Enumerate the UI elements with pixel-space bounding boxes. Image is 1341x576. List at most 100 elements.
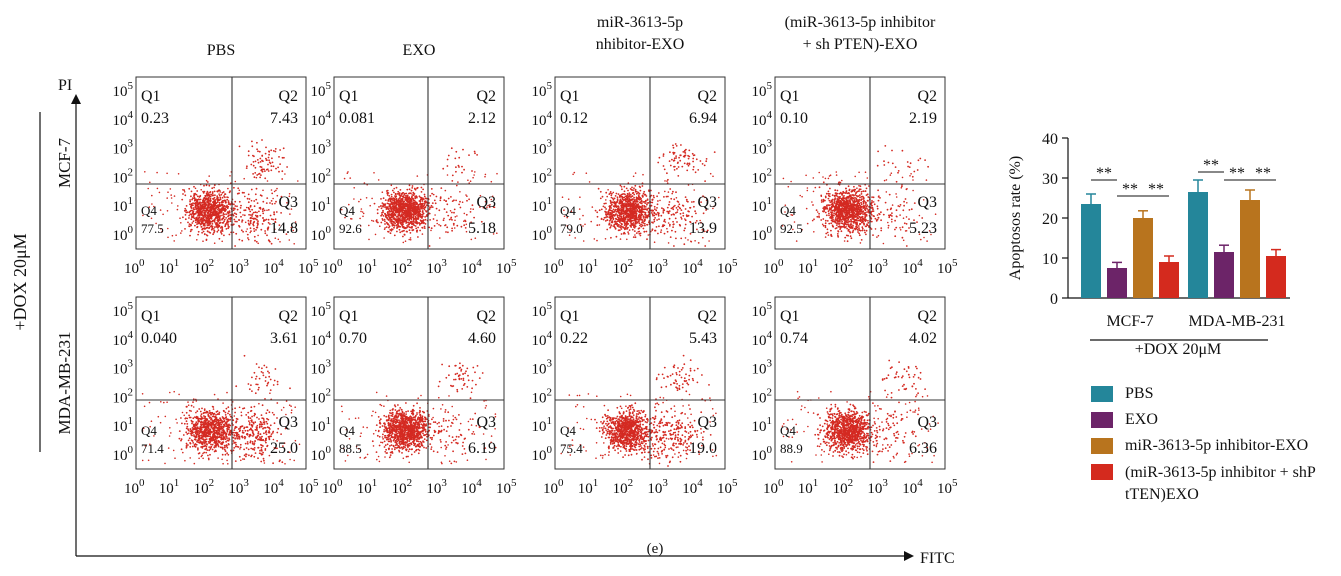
- event-dot: [829, 200, 831, 202]
- event-dot: [601, 218, 603, 220]
- event-dot: [218, 200, 220, 202]
- event-dot: [633, 209, 635, 211]
- event-dot: [411, 227, 413, 229]
- event-dot: [448, 198, 450, 200]
- event-dot: [184, 208, 186, 210]
- event-dot: [596, 211, 598, 213]
- y-tick-exp: 0: [326, 224, 332, 236]
- event-dot: [693, 189, 695, 191]
- event-dot: [197, 195, 199, 197]
- event-dot: [393, 221, 395, 223]
- event-dot: [856, 206, 858, 208]
- event-dot: [644, 219, 646, 221]
- event-dot: [831, 205, 833, 207]
- event-dot: [666, 211, 668, 213]
- event-dot: [672, 221, 674, 223]
- event-dot: [880, 227, 882, 229]
- event-dot: [657, 200, 659, 202]
- event-dot: [655, 209, 657, 211]
- y-tick-base: 10: [113, 84, 128, 100]
- event-dot: [419, 210, 421, 212]
- event-dot: [855, 220, 857, 222]
- x-tick-label: 103: [228, 257, 249, 277]
- event-dot: [209, 194, 211, 196]
- x-tick-exp: 3: [441, 257, 447, 269]
- event-dot: [241, 240, 243, 242]
- event-dot: [401, 193, 403, 195]
- event-dot: [262, 223, 264, 225]
- event-dot: [822, 218, 824, 220]
- event-dot: [271, 203, 273, 205]
- event-dot: [617, 220, 619, 222]
- event-dot: [429, 219, 431, 221]
- event-dot: [461, 166, 463, 168]
- event-dot: [229, 203, 231, 205]
- event-dot: [610, 200, 612, 202]
- event-dot: [223, 210, 225, 212]
- event-dot: [208, 197, 210, 199]
- event-dot: [248, 207, 250, 209]
- event-dot: [694, 154, 696, 156]
- event-dot: [926, 240, 928, 242]
- event-dot: [289, 213, 291, 215]
- event-dot: [631, 187, 633, 189]
- event-dot: [685, 224, 687, 226]
- event-dot: [215, 199, 217, 201]
- event-dot: [378, 179, 380, 181]
- event-dot: [147, 188, 149, 190]
- event-dot: [273, 165, 275, 167]
- y-tick-label: 105: [311, 80, 332, 100]
- event-dot: [270, 215, 272, 217]
- event-dot: [396, 187, 398, 189]
- x-tick-exp: 3: [662, 257, 668, 269]
- event-dot: [718, 197, 720, 199]
- event-dot: [254, 172, 256, 174]
- event-dot: [642, 205, 644, 207]
- event-dot: [420, 197, 422, 199]
- x-tick-exp: 4: [697, 257, 703, 269]
- event-dot: [880, 219, 882, 221]
- event-dot: [634, 216, 636, 218]
- event-dot: [278, 171, 280, 173]
- x-tick-exp: 1: [174, 257, 180, 269]
- x-tick-label: 105: [717, 257, 738, 277]
- event-dot: [845, 223, 847, 225]
- event-dot: [669, 218, 671, 220]
- event-dot: [414, 212, 416, 214]
- quadrant-name-q2: Q2: [476, 88, 496, 105]
- event-dot: [620, 219, 622, 221]
- event-dot: [859, 234, 861, 236]
- event-dot: [858, 220, 860, 222]
- event-dot: [829, 196, 831, 198]
- event-dot: [669, 151, 671, 153]
- event-dot: [383, 237, 385, 239]
- event-dot: [657, 212, 659, 214]
- event-dot: [260, 208, 262, 210]
- event-dot: [238, 219, 240, 221]
- event-dot: [214, 242, 216, 244]
- event-dot: [659, 157, 661, 159]
- x-tick-label: 101: [159, 257, 180, 277]
- event-dot: [234, 212, 236, 214]
- event-dot: [611, 193, 613, 195]
- event-dot: [623, 226, 625, 228]
- event-dot: [678, 166, 680, 168]
- event-dot: [382, 204, 384, 206]
- event-dot: [423, 198, 425, 200]
- event-dot: [838, 231, 840, 233]
- event-dot: [637, 200, 639, 202]
- event-dot: [382, 191, 384, 193]
- event-dot: [596, 240, 598, 242]
- event-dot: [474, 152, 476, 154]
- event-dot: [642, 185, 644, 187]
- event-dot: [831, 217, 833, 219]
- x-tick-exp: 1: [372, 257, 378, 269]
- event-dot: [274, 203, 276, 205]
- event-dot: [193, 220, 195, 222]
- event-dot: [865, 234, 867, 236]
- event-dot: [203, 225, 205, 227]
- event-dot: [410, 218, 412, 220]
- event-dot: [191, 222, 193, 224]
- event-dot: [212, 205, 214, 207]
- event-dot: [217, 220, 219, 222]
